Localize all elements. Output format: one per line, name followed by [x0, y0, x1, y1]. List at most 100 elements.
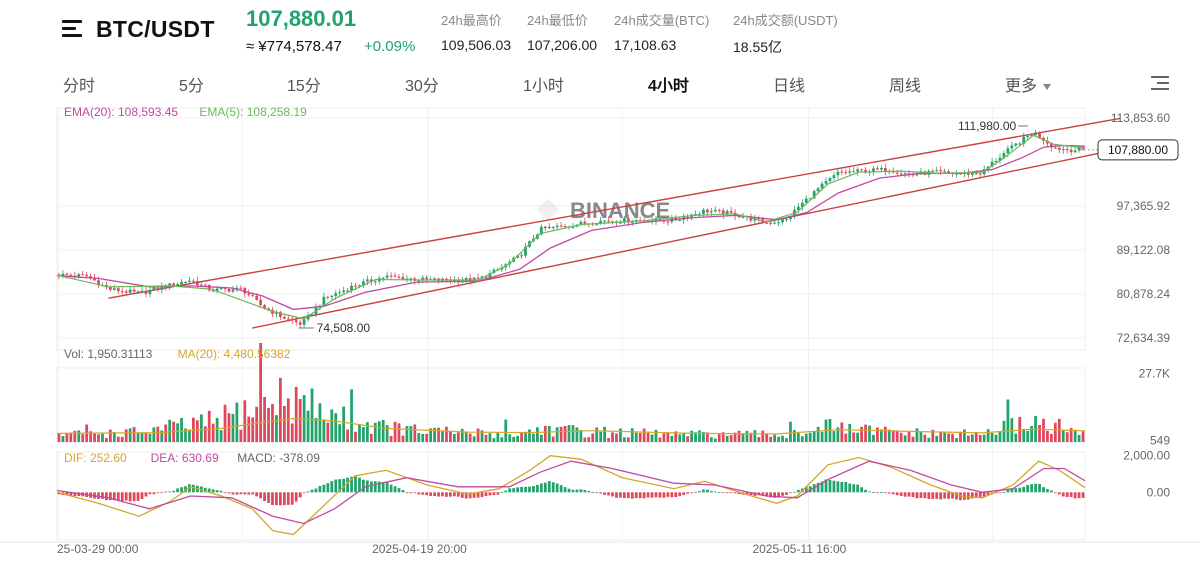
candle-body	[358, 285, 361, 287]
candle-body	[488, 272, 492, 278]
macd-histogram-bar	[73, 492, 77, 497]
macd-histogram-bar	[678, 492, 682, 497]
volume-bar	[931, 429, 935, 442]
macd-histogram-bar	[251, 492, 255, 495]
volume-bar	[753, 430, 757, 442]
volume-bar	[350, 389, 353, 442]
candle-body	[856, 169, 860, 172]
macd-histogram-bar	[575, 489, 579, 493]
volume-bar	[690, 430, 693, 442]
macd-histogram-bar	[860, 487, 863, 493]
macd-histogram-bar	[207, 488, 211, 493]
macd-histogram-bar	[911, 492, 915, 498]
candle-body	[369, 279, 373, 282]
tab-1m-line[interactable]: 分时	[63, 78, 96, 95]
volume-bar	[800, 436, 804, 442]
macd-histogram-bar	[919, 492, 923, 498]
macd-histogram-bar	[658, 492, 662, 498]
volume-bar	[528, 429, 531, 442]
tab-1h[interactable]: 1小时	[523, 78, 564, 95]
macd-histogram-bar	[686, 492, 690, 494]
volume-bar	[816, 426, 820, 442]
macd-histogram-bar	[172, 490, 176, 493]
trading-pair[interactable]: BTC/USDT	[96, 16, 215, 42]
tab-30m[interactable]: 30分	[405, 78, 439, 95]
volume-bar	[935, 435, 939, 442]
candle-body	[974, 172, 978, 174]
candle-body	[611, 221, 614, 223]
macd-histogram-bar	[211, 489, 215, 493]
channel-line-lower	[252, 148, 1121, 329]
tab-15m[interactable]: 15分	[287, 78, 321, 95]
candle-body	[389, 275, 393, 277]
macd-histogram-bar	[223, 492, 227, 494]
volume-bar	[717, 434, 721, 442]
macd-histogram-bar	[128, 492, 132, 502]
volume-bar	[338, 424, 342, 442]
volume-bar	[247, 416, 251, 442]
tab-1w[interactable]: 周线	[889, 78, 922, 95]
candle-body	[1006, 148, 1010, 154]
volume-bar	[729, 435, 733, 442]
candle-body	[120, 291, 124, 293]
volume-ma20-line	[56, 417, 1086, 435]
volume-tick-label: 27.7K	[1139, 367, 1170, 381]
chart-settings-icon[interactable]	[1151, 74, 1169, 92]
candle-body	[860, 169, 863, 171]
macd-histogram-bar	[421, 492, 425, 495]
volume-legend-item: Vol: 1,950.31113	[64, 347, 153, 361]
macd-histogram-bar	[259, 492, 263, 499]
candle-body	[97, 280, 100, 286]
price-change: +0.09%	[364, 38, 416, 55]
volume-bar	[591, 433, 595, 442]
volume-bar	[105, 437, 108, 442]
macd-histogram-bar	[765, 492, 769, 497]
volume-bar	[895, 430, 899, 442]
macd-histogram-bar	[943, 492, 947, 499]
macd-histogram-bar	[583, 490, 587, 493]
volume-bar	[630, 428, 634, 442]
macd-histogram-bar	[721, 492, 725, 494]
volume-bar	[682, 433, 686, 442]
candle-body	[425, 277, 429, 280]
macd-histogram-bar	[164, 491, 168, 493]
macd-histogram-bar	[235, 492, 239, 495]
macd-histogram-bar	[706, 489, 709, 493]
macd-histogram-bar	[1038, 484, 1041, 493]
candle-body	[741, 216, 745, 218]
volume-bar	[385, 425, 389, 442]
volume-bar	[1038, 424, 1041, 442]
volume-bar	[156, 426, 160, 442]
volume-bar	[358, 424, 361, 442]
tab-4h[interactable]: 4小时	[648, 78, 689, 95]
macd-histogram-bar	[1002, 491, 1006, 493]
tab-1d[interactable]: 日线	[773, 78, 806, 95]
volume-bar	[607, 438, 610, 442]
tab-more[interactable]: 更多	[1005, 72, 1052, 96]
candle-body	[891, 171, 895, 173]
volume-bar	[132, 427, 136, 442]
volume-bar	[619, 428, 622, 442]
volume-bar	[263, 396, 266, 442]
candle-body	[915, 174, 919, 176]
candle-body	[61, 273, 65, 277]
volume-bar	[879, 429, 883, 442]
candle-body	[713, 210, 717, 212]
candle-body	[840, 171, 844, 173]
volume-bar	[698, 430, 701, 442]
macd-histogram-bar	[895, 492, 899, 496]
menu-icon[interactable]	[62, 20, 82, 38]
macd-histogram-bar	[116, 492, 120, 501]
volume-bar	[452, 434, 456, 442]
macd-histogram-bar	[310, 489, 314, 493]
tab-5m[interactable]: 5分	[179, 78, 204, 95]
volume-bar	[713, 438, 717, 442]
candle-body	[199, 284, 203, 286]
volume-bar	[472, 436, 476, 442]
candle-body	[354, 285, 357, 287]
volume-bar	[342, 406, 346, 442]
candle-body	[346, 290, 349, 292]
candle-body	[195, 281, 199, 286]
candle-body	[883, 167, 887, 172]
